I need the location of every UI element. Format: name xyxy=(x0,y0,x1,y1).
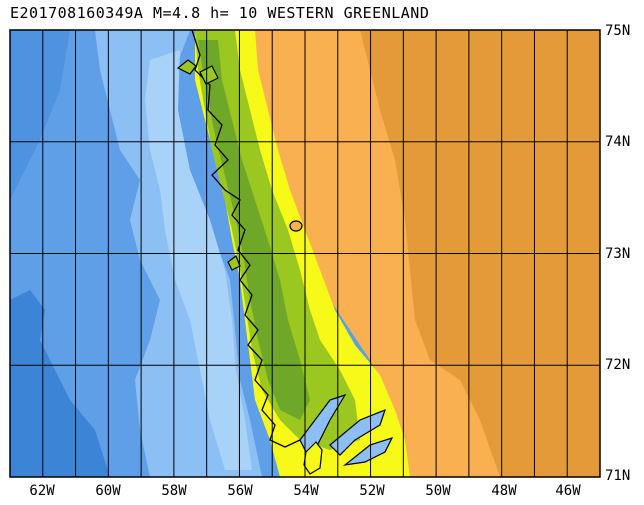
lat-labels: 75N 74N 73N 72N 71N xyxy=(605,23,630,484)
lon-label: 60W xyxy=(95,483,121,499)
lat-label: 74N xyxy=(605,134,630,150)
lon-labels: 62W 60W 58W 56W 54W 52W 50W 48W 46W xyxy=(29,483,581,499)
lat-label: 75N xyxy=(605,23,630,39)
fjord-3 xyxy=(342,436,394,466)
lat-label: 73N xyxy=(605,246,630,262)
lon-label: 58W xyxy=(161,483,187,499)
lon-label: 46W xyxy=(555,483,581,499)
island-outline-3 xyxy=(227,255,241,271)
lon-label: 54W xyxy=(293,483,319,499)
grid-lines xyxy=(10,30,600,477)
deep-ocean xyxy=(10,290,110,477)
map-title: E201708160349A M=4.8 h= 10 WESTERN GREEN… xyxy=(10,4,430,22)
ocean-mid-band xyxy=(10,30,70,200)
coastline xyxy=(191,30,301,448)
map-frame xyxy=(9,29,601,478)
island-outline-1 xyxy=(176,59,197,75)
lon-label: 56W xyxy=(227,483,253,499)
island-outline-2 xyxy=(199,65,219,85)
lon-label: 48W xyxy=(491,483,517,499)
lat-label: 72N xyxy=(605,357,630,373)
lon-label: 62W xyxy=(29,483,55,499)
map-layers xyxy=(10,30,600,477)
lon-label: 50W xyxy=(425,483,451,499)
lat-label: 71N xyxy=(605,468,630,484)
fjord-2 xyxy=(329,408,386,456)
dark-green-band xyxy=(198,40,310,420)
lon-label: 52W xyxy=(359,483,385,499)
island-small xyxy=(289,220,303,232)
island-disko xyxy=(303,441,323,475)
green-band xyxy=(195,30,360,450)
